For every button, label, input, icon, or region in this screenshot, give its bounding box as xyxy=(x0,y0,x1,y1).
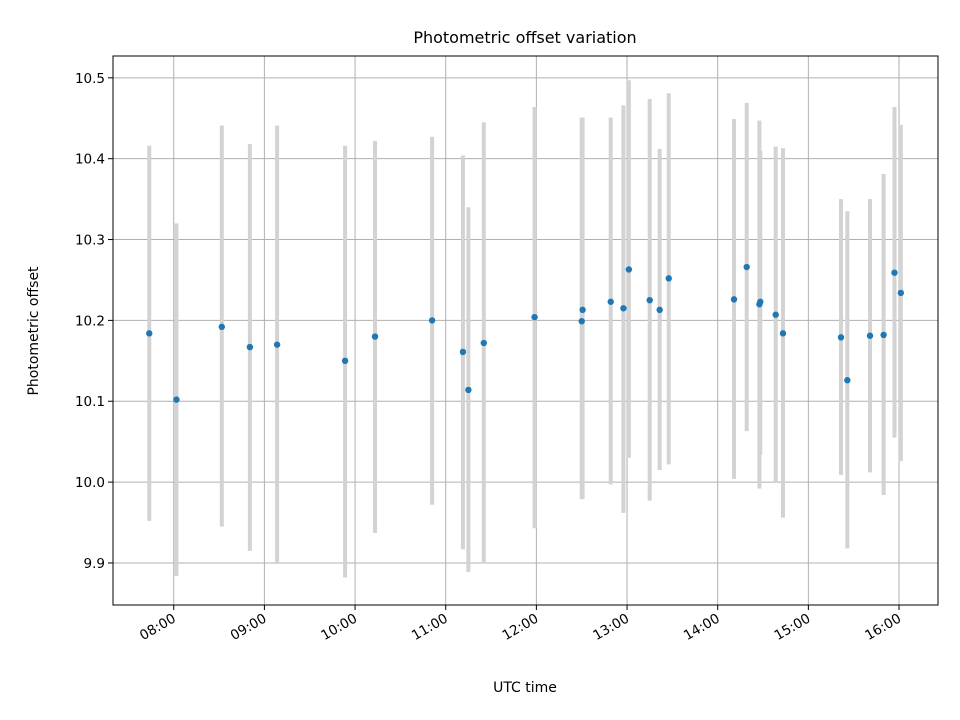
data-point xyxy=(465,386,472,394)
x-tick-label: 10:00 xyxy=(318,611,360,644)
data-point xyxy=(578,318,585,325)
data-point xyxy=(866,332,874,339)
chart-title: Photometric offset variation xyxy=(413,28,636,47)
data-point xyxy=(620,305,627,312)
x-tick-label: 16:00 xyxy=(862,611,904,644)
data-points xyxy=(146,263,905,403)
data-point xyxy=(730,296,738,303)
error-bars xyxy=(147,80,903,578)
data-point xyxy=(772,311,779,318)
data-point xyxy=(371,333,379,340)
data-point xyxy=(665,275,672,282)
x-tick-label: 08:00 xyxy=(137,611,179,644)
axis-ticks: 08:00 09:00 10:00 11:00 12:00 13:00 14:00 15:00… xyxy=(75,71,904,644)
data-point xyxy=(779,330,787,337)
data-point xyxy=(428,317,436,324)
data-point xyxy=(844,377,851,384)
x-tick-label: 15:00 xyxy=(772,611,814,644)
y-tick-label: 10.3 xyxy=(75,233,105,249)
data-point xyxy=(246,343,254,351)
y-tick-label: 10.0 xyxy=(75,475,105,491)
data-point xyxy=(480,339,487,347)
x-tick-label: 13:00 xyxy=(590,611,632,644)
data-point xyxy=(880,331,887,339)
x-tick-label: 12:00 xyxy=(500,611,542,644)
x-tick-label: 09:00 xyxy=(228,611,270,644)
grid xyxy=(113,56,938,605)
data-point xyxy=(656,306,663,314)
data-point xyxy=(341,357,349,365)
data-point xyxy=(607,298,614,305)
data-point xyxy=(897,289,905,297)
data-point xyxy=(146,330,153,337)
y-axis-label: Photometric offset xyxy=(26,266,42,396)
data-point xyxy=(646,296,653,304)
y-tick-label: 10.2 xyxy=(75,313,105,329)
x-tick-label: 11:00 xyxy=(409,611,451,644)
data-point xyxy=(531,313,538,321)
data-point xyxy=(218,323,225,331)
data-point xyxy=(757,298,764,305)
y-tick-label: 9.9 xyxy=(84,556,105,572)
data-point xyxy=(173,396,180,403)
y-tick-label: 10.5 xyxy=(75,71,105,87)
x-axis-label: UTC time xyxy=(493,680,557,696)
data-point xyxy=(625,266,633,273)
data-point xyxy=(837,334,845,341)
y-tick-label: 10.1 xyxy=(75,394,105,410)
y-tick-label: 10.4 xyxy=(75,152,105,168)
data-point xyxy=(459,348,467,356)
data-point xyxy=(579,306,586,314)
plot-frame xyxy=(112,55,939,606)
x-tick-label: 14:00 xyxy=(681,611,723,644)
data-point xyxy=(273,341,281,348)
data-point xyxy=(891,269,898,276)
data-point xyxy=(743,263,750,271)
